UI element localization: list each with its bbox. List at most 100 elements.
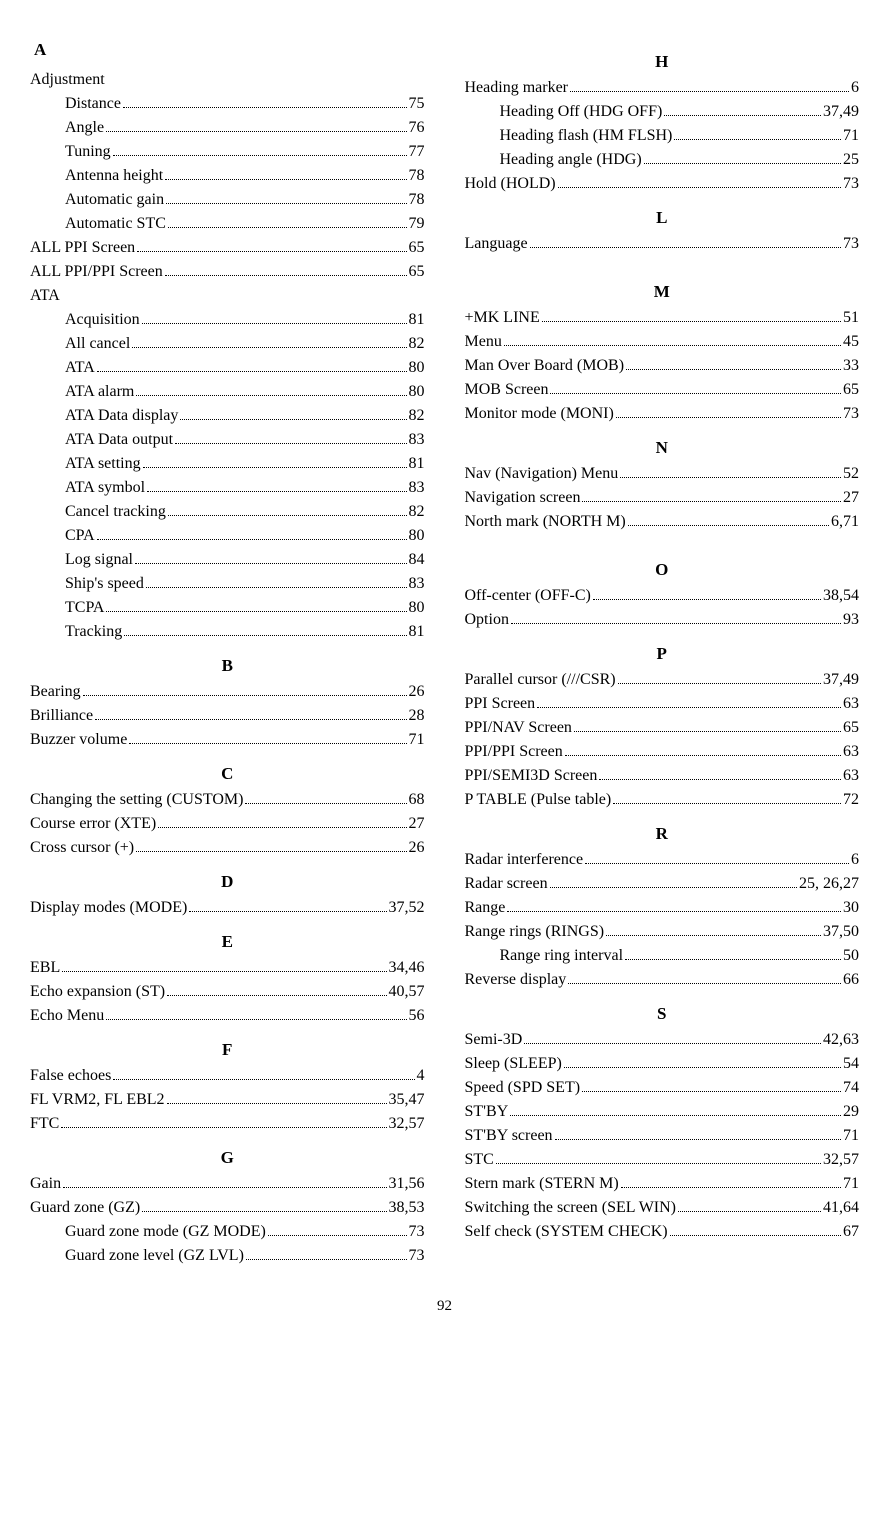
index-entry: Cancel tracking82: [30, 500, 425, 524]
index-page: 83: [409, 572, 425, 596]
leader-dots: [628, 525, 829, 526]
leader-dots: [63, 1187, 386, 1188]
index-label: ALL PPI/PPI Screen: [30, 260, 163, 284]
index-entry: Bearing26: [30, 680, 425, 704]
leader-dots: [626, 369, 841, 370]
section-letter: H: [465, 52, 860, 72]
index-label: Automatic STC: [65, 212, 166, 236]
leader-dots: [664, 115, 821, 116]
index-label: Acquisition: [65, 308, 140, 332]
index-entry: Self check (SYSTEM CHECK)67: [465, 1220, 860, 1244]
index-page: 82: [409, 500, 425, 524]
index-page: 78: [409, 188, 425, 212]
index-page: 33: [843, 354, 859, 378]
index-entry: P TABLE (Pulse table)72: [465, 788, 860, 812]
index-label: Sleep (SLEEP): [465, 1052, 562, 1076]
index-label: Speed (SPD SET): [465, 1076, 581, 1100]
index-label: Brilliance: [30, 704, 93, 728]
index-label: Hold (HOLD): [465, 172, 556, 196]
leader-dots: [165, 275, 407, 276]
index-page: 81: [409, 620, 425, 644]
index-entry: Range ring interval50: [465, 944, 860, 968]
index-entry: Range30: [465, 896, 860, 920]
leader-dots: [168, 515, 407, 516]
index-page: 75: [409, 92, 425, 116]
index-entry: Angle76: [30, 116, 425, 140]
index-page: 93: [843, 608, 859, 632]
index-entry: Heading angle (HDG)25: [465, 148, 860, 172]
index-page: 27: [409, 812, 425, 836]
index-entry: ALL PPI Screen65: [30, 236, 425, 260]
index-label: Guard zone level (GZ LVL): [65, 1244, 244, 1268]
index-page: 30: [843, 896, 859, 920]
index-entry: ATA80: [30, 356, 425, 380]
index-page: 54: [843, 1052, 859, 1076]
index-label: P TABLE (Pulse table): [465, 788, 612, 812]
leader-dots: [507, 911, 841, 912]
index-columns: AAdjustmentDistance75Angle76Tuning77Ante…: [30, 40, 859, 1268]
index-entry: Course error (XTE)27: [30, 812, 425, 836]
index-page: 52: [843, 462, 859, 486]
index-entry: Distance75: [30, 92, 425, 116]
index-entry: ATA symbol83: [30, 476, 425, 500]
index-entry: Switching the screen (SEL WIN)41,64: [465, 1196, 860, 1220]
leader-dots: [582, 1091, 841, 1092]
index-page: 81: [409, 452, 425, 476]
index-label: PPI/PPI Screen: [465, 740, 563, 764]
index-page: 77: [409, 140, 425, 164]
section-letter: P: [465, 644, 860, 664]
index-page: 71: [843, 1172, 859, 1196]
index-entry: Changing the setting (CUSTOM)68: [30, 788, 425, 812]
index-group: ATA: [30, 284, 425, 308]
section-letter: M: [465, 282, 860, 302]
index-entry: Buzzer volume71: [30, 728, 425, 752]
leader-dots: [97, 539, 407, 540]
leader-dots: [132, 347, 406, 348]
index-entry: Guard zone (GZ)38,53: [30, 1196, 425, 1220]
index-page: 83: [409, 428, 425, 452]
leader-dots: [268, 1235, 407, 1236]
leader-dots: [137, 251, 406, 252]
index-entry: EBL34,46: [30, 956, 425, 980]
index-entry: Off-center (OFF-C)38,54: [465, 584, 860, 608]
index-page: 67: [843, 1220, 859, 1244]
index-entry: Sleep (SLEEP) 54: [465, 1052, 860, 1076]
index-entry: ALL PPI/PPI Screen65: [30, 260, 425, 284]
index-label: MOB Screen: [465, 378, 549, 402]
index-entry: ATA Data display82: [30, 404, 425, 428]
index-label: Guard zone (GZ): [30, 1196, 140, 1220]
index-entry: Monitor mode (MONI)73: [465, 402, 860, 426]
index-label: ATA symbol: [65, 476, 145, 500]
index-entry: Guard zone level (GZ LVL)73: [30, 1244, 425, 1268]
index-entry: Man Over Board (MOB)33: [465, 354, 860, 378]
index-entry: ST'BY29: [465, 1100, 860, 1124]
section-letter: F: [30, 1040, 425, 1060]
index-label: Antenna height: [65, 164, 163, 188]
index-label: Parallel cursor (///CSR): [465, 668, 616, 692]
index-label: TCPA: [65, 596, 104, 620]
leader-dots: [245, 803, 406, 804]
index-entry: Stern mark (STERN M)71: [465, 1172, 860, 1196]
index-entry: PPI/NAV Screen65: [465, 716, 860, 740]
index-page: 41,64: [823, 1196, 859, 1220]
index-label: Ship's speed: [65, 572, 144, 596]
index-page: 73: [409, 1220, 425, 1244]
index-label: Changing the setting (CUSTOM): [30, 788, 243, 812]
index-page: 37,49: [823, 668, 859, 692]
index-page: 28: [409, 704, 425, 728]
leader-dots: [61, 1127, 386, 1128]
index-page: 80: [409, 380, 425, 404]
leader-dots: [524, 1043, 821, 1044]
leader-dots: [167, 995, 386, 996]
index-label: PPI/SEMI3D Screen: [465, 764, 598, 788]
leader-dots: [175, 443, 406, 444]
index-entry: PPI/SEMI3D Screen63: [465, 764, 860, 788]
index-entry: Gain31,56: [30, 1172, 425, 1196]
index-label: Radar screen: [465, 872, 548, 896]
index-page: 38,54: [823, 584, 859, 608]
leader-dots: [113, 1079, 414, 1080]
index-label: PPI Screen: [465, 692, 536, 716]
index-page: 32,57: [389, 1112, 425, 1136]
index-label: Reverse display: [465, 968, 567, 992]
index-entry: Navigation screen27: [465, 486, 860, 510]
